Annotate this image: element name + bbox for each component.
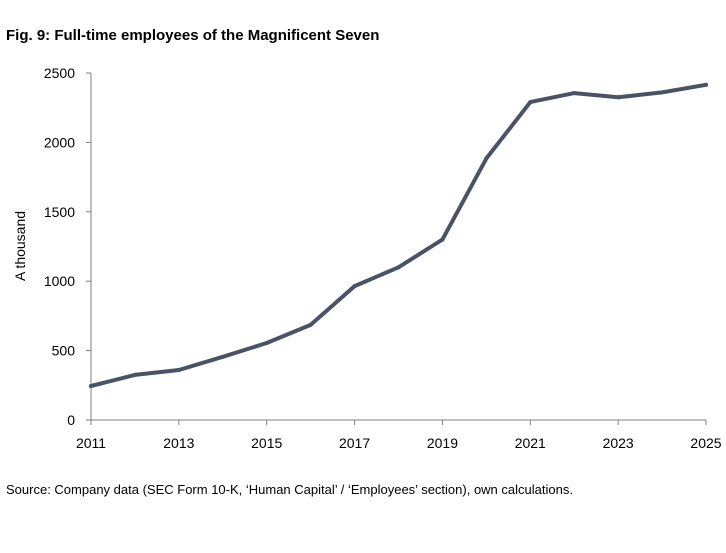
data-point [176, 368, 181, 373]
data-point [484, 156, 489, 161]
data-point [308, 322, 313, 327]
x-tick-label: 2019 [427, 435, 458, 451]
y-axis-title: A thousand [12, 211, 28, 281]
data-point [132, 372, 137, 377]
data-point [440, 237, 445, 242]
x-tick-label: 2015 [251, 435, 282, 451]
data-point [660, 90, 665, 95]
data-point [220, 354, 225, 359]
x-tick-label: 2017 [339, 435, 370, 451]
x-tick-label: 2013 [163, 435, 194, 451]
y-tick-label: 1000 [44, 273, 75, 289]
y-tick-label: 1500 [44, 204, 75, 220]
series-line-0 [89, 82, 708, 388]
data-point [352, 284, 357, 289]
axes [90, 73, 706, 421]
data-point [528, 100, 533, 105]
x-tick-label: 2011 [76, 435, 106, 451]
y-tick-label: 2500 [44, 65, 75, 81]
y-tick-label: 2000 [44, 134, 75, 150]
data-point [89, 383, 93, 388]
source-note: Source: Company data (SEC Form 10-K, ‘Hu… [6, 482, 573, 497]
series [89, 82, 708, 388]
y-ticks: 0 500 1000 1500 2000 2500 [44, 65, 91, 428]
data-point [616, 95, 621, 100]
chart-title: Fig. 9: Full-time employees of the Magni… [6, 27, 380, 44]
data-point [572, 91, 577, 96]
x-tick-label: 2021 [515, 435, 546, 451]
x-ticks: 2011 2013 2015 2017 2019 2021 2023 2025 [76, 420, 722, 451]
data-point [704, 82, 708, 87]
y-tick-label: 500 [52, 343, 76, 359]
data-point [396, 265, 401, 270]
data-point [264, 340, 269, 345]
x-tick-label: 2023 [603, 435, 634, 451]
y-tick-label: 0 [67, 412, 75, 428]
x-tick-label: 2025 [690, 435, 721, 451]
